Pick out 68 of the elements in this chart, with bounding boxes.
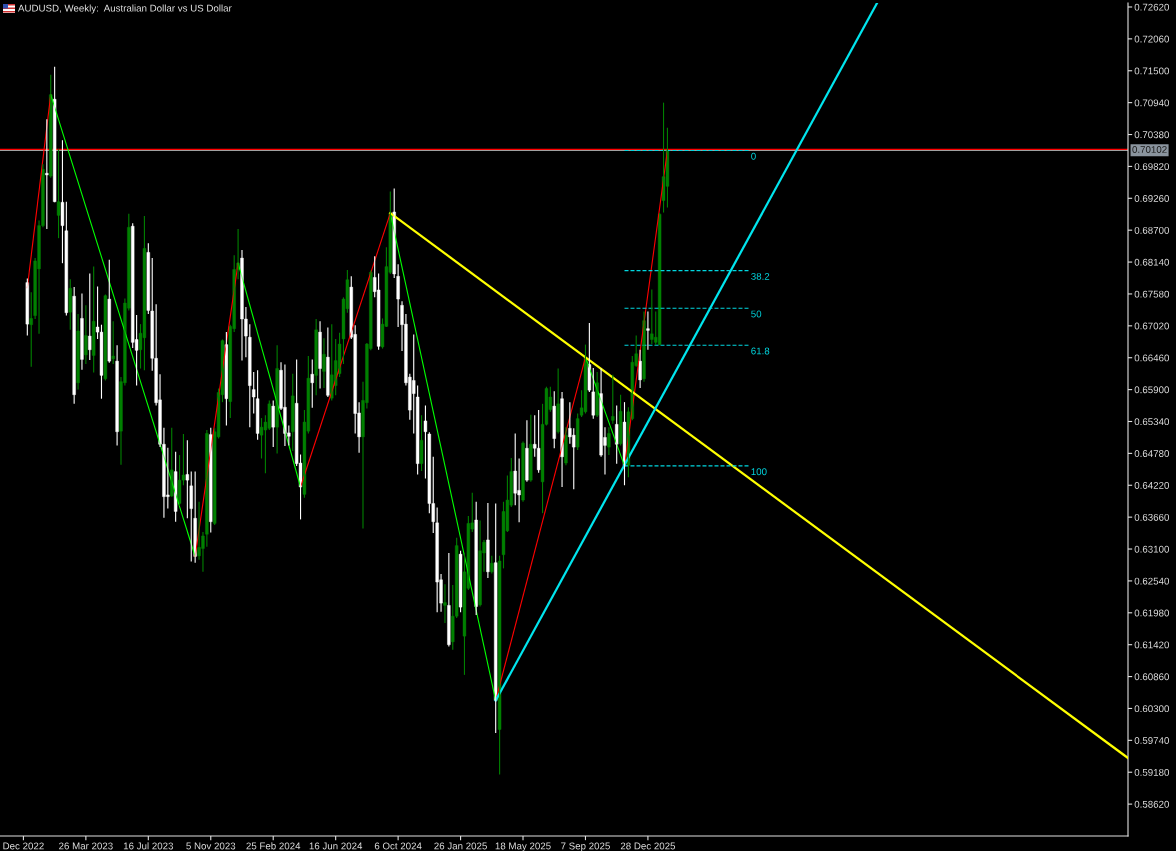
candlestick [107,259,111,364]
y-tick-label: 0.63100 [1134,545,1170,553]
candlestick [25,278,29,337]
x-tick-label: Dec 2022 [3,842,44,850]
chart-title: AUDUSD, Weekly: Australian Dollar vs US Dollar [18,4,232,14]
x-tick-label: 18 May 2025 [495,842,551,851]
y-tick-label: 0.72620 [1134,3,1170,11]
x-tick-label: 16 Jul 2023 [123,842,174,850]
y-tick-label: 0.58620 [1134,800,1170,808]
x-tick-label: 26 Mar 2023 [59,842,113,850]
candlestick [650,288,654,345]
y-tick-label: 0.67020 [1134,322,1170,330]
candlestick [611,374,615,425]
y-tick-label: 0.59180 [1134,768,1170,776]
y-tick-label: 0.60300 [1134,705,1170,713]
candlestick [271,399,275,448]
x-tick-label: 26 Jan 2025 [434,842,487,850]
y-tick-label: 0.60860 [1134,673,1170,681]
candlestick [529,414,533,483]
y-tick-label: 0.64220 [1134,482,1170,489]
x-tick-label: 28 Dec 2025 [620,842,676,850]
candlestick [185,439,190,519]
annotation: 50 [751,310,762,318]
candlestick [552,390,556,449]
annotation: 0 [751,152,756,160]
y-tick-label: 0.70940 [1134,99,1170,107]
annotation: 38.2 [751,272,770,280]
x-tick-label: 7 Sep 2025 [561,842,610,851]
x-tick-label: 5 Nov 2023 [186,842,236,850]
candlestick [458,550,463,613]
candlestick [45,118,49,230]
candlestick [68,278,72,331]
annotation: 100 [751,468,767,476]
candlestick [310,358,314,409]
y-tick-label: 0.65900 [1134,386,1170,394]
y-tick-label: 0.69820 [1134,163,1170,171]
x-tick-label: 25 Feb 2024 [246,842,301,850]
y-tick-label: 0.71500 [1134,67,1170,75]
y-tick-label: 0.72060 [1134,35,1170,43]
y-tick-label: 0.62540 [1134,577,1170,585]
y-tick-label: 0.67580 [1134,290,1170,298]
candlestick [618,394,623,446]
candlestick [583,344,588,415]
candlestick [56,148,61,239]
candlestick [142,215,147,371]
y-tick-label: 0.63660 [1134,513,1170,521]
y-tick-label: 0.66460 [1134,354,1170,362]
candlestick [490,555,494,575]
candlestick [111,320,115,365]
x-tick-label: 16 Jun 2024 [309,842,363,850]
x-tick-label: 6 Oct 2024 [374,842,422,850]
candlestick [419,414,424,472]
ref-line-label: 0.70102 [1132,146,1167,153]
y-tick-label: 0.61420 [1134,641,1170,649]
candlestick [314,318,318,396]
y-tick-label: 0.68140 [1134,258,1170,266]
y-tick-label: 0.65340 [1134,418,1170,426]
candlestick [88,272,92,361]
y-tick-label: 0.68700 [1134,226,1170,234]
y-tick-label: 0.61980 [1134,609,1170,617]
candlestick [103,293,108,382]
candlestick [72,286,76,405]
candlestick [291,373,295,452]
y-tick-label: 0.69260 [1134,195,1170,202]
annotation: 61.8 [751,347,770,355]
y-tick-label: 0.64780 [1134,450,1170,457]
y-tick-label: 0.70380 [1134,131,1170,139]
y-tick-label: 0.59740 [1134,737,1170,744]
